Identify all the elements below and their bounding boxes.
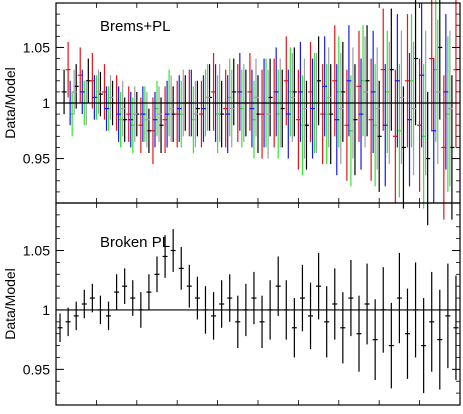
y-tick-label: 1.05 — [23, 39, 50, 55]
y-tick-label: 1 — [42, 95, 50, 111]
panel-bottom: 0.95 1 1.05 Data/Model Broken PL — [2, 202, 461, 406]
y-tick-label: 1.05 — [23, 243, 50, 259]
y-axis-label: Data/Model — [2, 67, 18, 139]
panel-annotation: Brems+PL — [100, 18, 170, 35]
panel-annotation: Broken PL — [100, 234, 170, 251]
y-tick-label: 0.95 — [23, 361, 50, 377]
y-tick-label: 1 — [42, 302, 50, 318]
y-axis-label: Data/Model — [2, 268, 18, 340]
y-tick-label: 0.95 — [23, 151, 50, 167]
panel-top: 0.95 1 1.05 Data/Model Brems+PL — [2, 0, 461, 226]
